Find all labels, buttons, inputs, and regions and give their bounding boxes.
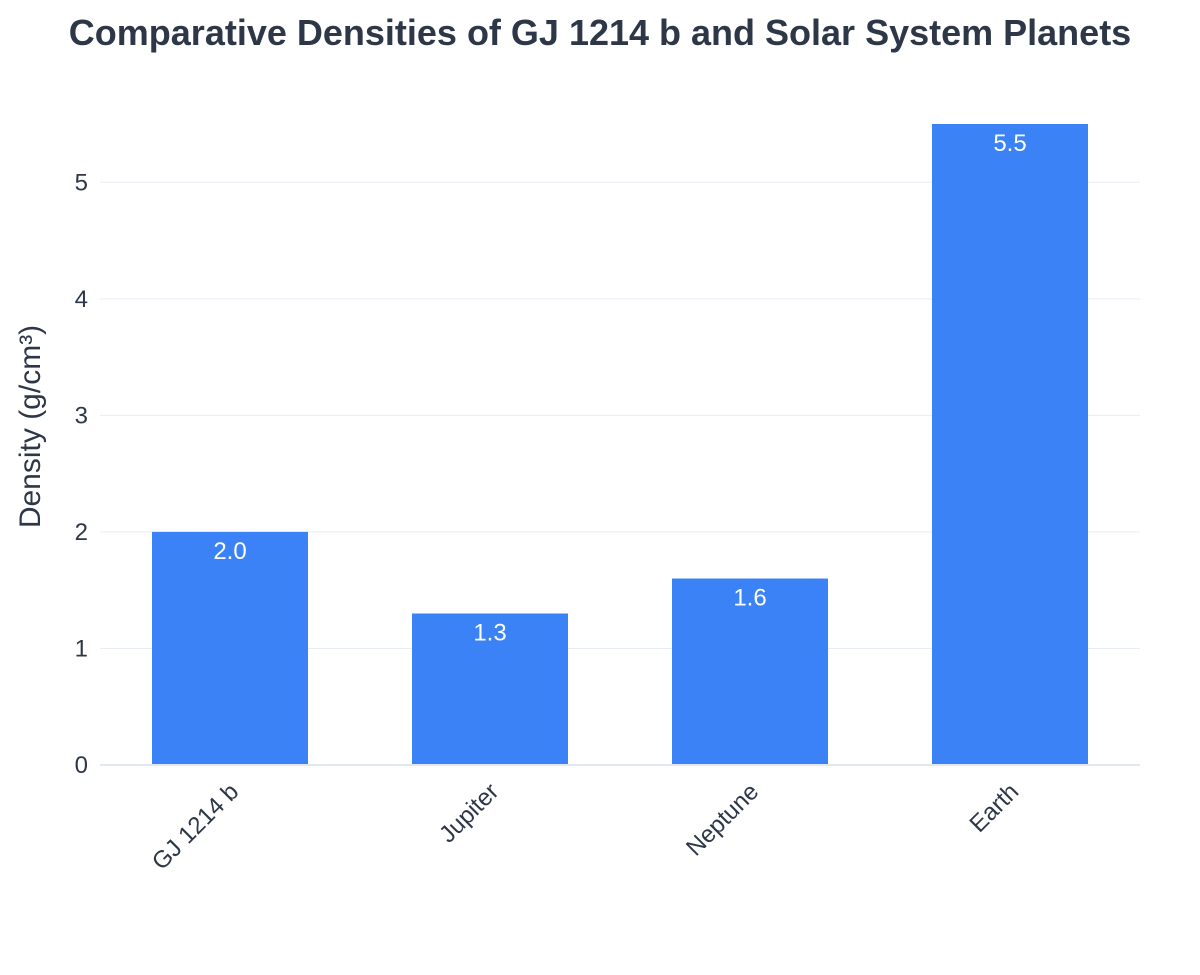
x-tick-label: Jupiter xyxy=(434,778,504,848)
y-tick-label: 4 xyxy=(75,286,88,313)
bar-gj-1214-b xyxy=(152,531,308,765)
x-tick-label: GJ 1214 b xyxy=(147,778,244,875)
y-tick-label: 0 xyxy=(75,752,88,779)
y-tick-label: 2 xyxy=(75,519,88,546)
x-tick-label: Neptune xyxy=(681,778,764,861)
bar-value-label: 1.6 xyxy=(733,585,766,612)
bar-jupiter xyxy=(412,613,568,765)
bars xyxy=(152,124,1088,765)
y-tick-label: 1 xyxy=(75,635,88,662)
bar-neptune xyxy=(672,578,828,765)
bar-value-label: 2.0 xyxy=(213,538,246,565)
chart-title: Comparative Densities of GJ 1214 b and S… xyxy=(68,12,1132,53)
y-tick-label: 5 xyxy=(75,169,88,196)
y-tick-label: 3 xyxy=(75,402,88,429)
bar-earth xyxy=(932,124,1088,765)
x-tick-label: Earth xyxy=(965,778,1025,838)
bar-value-label: 5.5 xyxy=(993,130,1026,157)
y-axis-title: Density (g/cm³) xyxy=(14,325,47,528)
bar-value-label: 1.3 xyxy=(473,619,506,646)
